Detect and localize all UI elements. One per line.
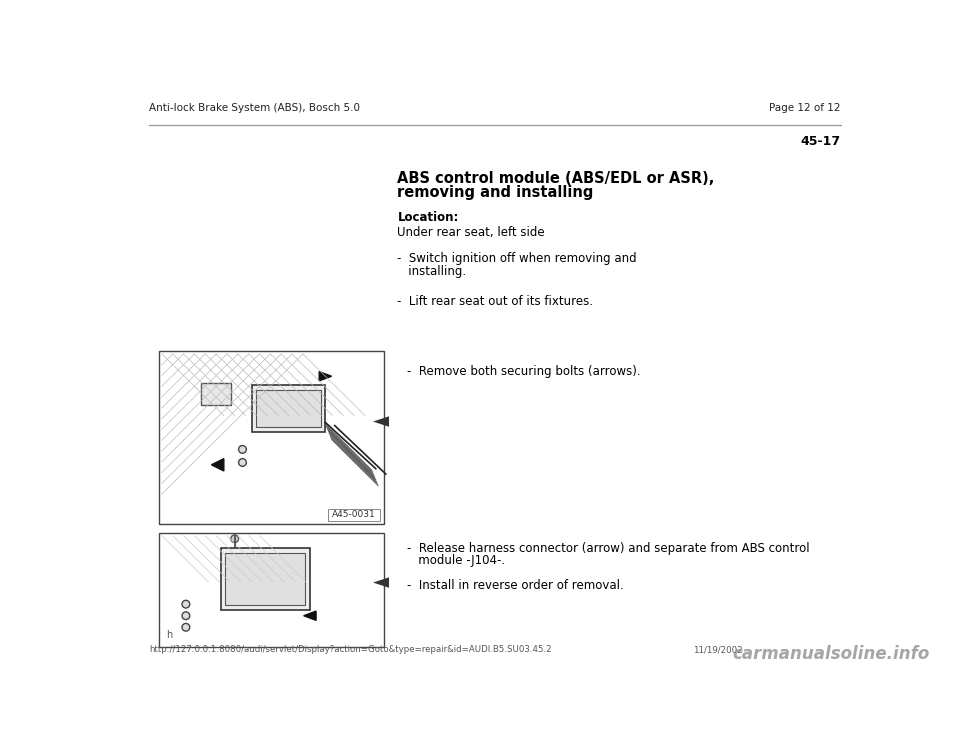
Bar [158,533,383,646]
Text: -  Remove both securing bolts (arrows).: - Remove both securing bolts (arrows). [407,365,640,378]
Circle shape [239,445,247,453]
Circle shape [182,600,190,608]
Polygon shape [319,372,331,381]
Bar [226,553,305,605]
Text: Under rear seat, left side: Under rear seat, left side [397,226,545,239]
Text: carmanualsoline.info: carmanualsoline.info [732,645,929,663]
Text: 45-17: 45-17 [801,135,841,148]
Text: 11/19/2002: 11/19/2002 [693,645,743,654]
Circle shape [182,623,190,631]
Text: Location:: Location: [397,211,459,223]
Bar [327,509,380,521]
Polygon shape [211,459,224,471]
Text: -  Lift rear seat out of its fixtures.: - Lift rear seat out of its fixtures. [397,295,593,309]
Text: h: h [166,631,173,640]
Bar [252,386,325,432]
Text: -  Switch ignition off when removing and: - Switch ignition off when removing and [397,252,637,266]
Text: removing and installing: removing and installing [397,185,594,200]
Circle shape [230,535,239,542]
Text: ABS control module (ABS/EDL or ASR),: ABS control module (ABS/EDL or ASR), [397,171,715,186]
Circle shape [239,459,247,466]
Text: http://127.0.0.1:8080/audi/servlet/Display?action=Goto&type=repair&id=AUDI.B5.SU: http://127.0.0.1:8080/audi/servlet/Displ… [150,645,552,654]
Bar [202,383,230,404]
Text: module -J104-.: module -J104-. [407,554,505,567]
Polygon shape [303,611,316,620]
Text: Page 12 of 12: Page 12 of 12 [769,103,841,114]
Circle shape [182,612,190,620]
Bar [256,390,321,427]
Text: installing.: installing. [397,265,467,278]
Text: A45-0031: A45-0031 [332,510,376,519]
Text: -  Install in reverse order of removal.: - Install in reverse order of removal. [407,579,623,592]
Text: Anti-lock Brake System (ABS), Bosch 5.0: Anti-lock Brake System (ABS), Bosch 5.0 [150,103,360,114]
Text: ◄: ◄ [373,412,389,432]
Bar [221,548,310,610]
Text: -  Release harness connector (arrow) and separate from ABS control: - Release harness connector (arrow) and … [407,542,809,555]
Bar [158,351,383,524]
Text: ◄: ◄ [373,572,389,592]
